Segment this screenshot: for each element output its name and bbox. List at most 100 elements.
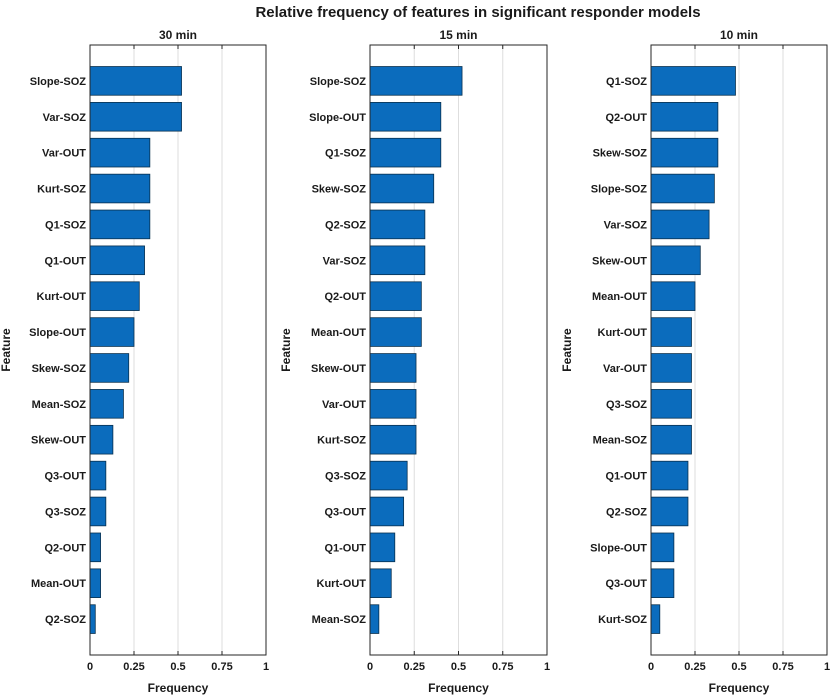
y-tick-label: Q1-SOZ	[45, 219, 86, 231]
bar	[369, 281, 422, 311]
bar	[650, 496, 689, 527]
y-tick-label: Q2-SOZ	[325, 219, 366, 231]
x-tick-label: 0.5	[170, 661, 185, 673]
bar	[650, 568, 675, 598]
bar	[89, 66, 182, 96]
y-tick-label: Kurt-SOZ	[317, 435, 366, 447]
y-tick-label: Q3-SOZ	[325, 471, 366, 483]
chart-panel-2: Slope-SOZ Slope-OUT Q1-SOZ Skew-SOZ Q2-SOZ Va…	[279, 28, 550, 695]
y-tick-label: Q3-OUT	[44, 471, 86, 483]
bar	[369, 353, 417, 383]
panel-title: 10 min	[720, 28, 758, 42]
y-axis-label: Feature	[560, 328, 574, 372]
bar	[369, 137, 442, 168]
y-tick-label: Q1-OUT	[44, 255, 86, 267]
y-tick-label: Kurt-OUT	[37, 291, 87, 303]
x-tick-label: 0.25	[404, 661, 425, 673]
y-tick-label: Skew-OUT	[592, 255, 647, 267]
y-tick-label: Mean-OUT	[592, 291, 647, 303]
y-tick-label: Skew-SOZ	[593, 148, 648, 160]
bar	[650, 389, 692, 419]
bar	[369, 568, 392, 598]
bar	[369, 209, 426, 240]
chart-panel-1: Slope-SOZ Var-SOZ Var-OUT Kurt-SOZ Q1-SOZ Q1-…	[0, 28, 269, 695]
y-tick-label: Skew-SOZ	[32, 363, 87, 375]
bar	[89, 424, 114, 455]
bar	[89, 317, 135, 347]
bar	[650, 173, 715, 204]
bar	[369, 173, 435, 204]
bar	[650, 317, 692, 347]
x-tick-label: 0.25	[684, 661, 705, 673]
x-tick-label: 0	[648, 661, 654, 673]
bar	[650, 137, 719, 168]
bar	[89, 604, 96, 634]
bar	[650, 353, 692, 383]
y-tick-label: Q3-SOZ	[45, 506, 86, 518]
y-tick-label: Mean-SOZ	[312, 614, 367, 626]
x-tick-label: 0.75	[492, 661, 513, 673]
bar	[369, 424, 417, 455]
y-axis-label: Feature	[0, 328, 13, 372]
y-tick-label: Mean-OUT	[31, 578, 86, 590]
x-axis-label: Frequency	[148, 681, 209, 695]
y-axis-label: Feature	[279, 328, 293, 372]
y-tick-label: Q1-SOZ	[325, 148, 366, 160]
bar	[369, 102, 442, 132]
y-tick-label: Mean-SOZ	[593, 435, 648, 447]
bar	[89, 460, 107, 491]
bar	[369, 532, 396, 563]
panel-title: 15 min	[439, 28, 477, 42]
y-tick-label: Var-OUT	[322, 399, 366, 411]
y-tick-label: Var-OUT	[603, 363, 647, 375]
y-tick-label: Skew-OUT	[31, 435, 86, 447]
bar	[650, 102, 719, 132]
bar	[650, 66, 736, 96]
y-tick-label: Q1-SOZ	[606, 76, 647, 88]
x-tick-label: 1	[544, 661, 550, 673]
y-tick-label: Mean-OUT	[311, 327, 366, 339]
y-tick-label: Var-SOZ	[604, 219, 648, 231]
bar	[650, 245, 701, 276]
figure-title: Relative frequency of features in signif…	[255, 4, 700, 21]
bar	[369, 317, 422, 347]
y-tick-label: Q2-OUT	[324, 291, 366, 303]
y-tick-label: Skew-SOZ	[312, 184, 367, 196]
bar	[369, 496, 405, 527]
y-tick-label: Skew-OUT	[311, 363, 366, 375]
x-axis-label: Frequency	[709, 681, 770, 695]
x-tick-label: 0.75	[772, 661, 793, 673]
y-tick-label: Slope-OUT	[590, 542, 647, 554]
y-tick-label: Q2-OUT	[605, 112, 647, 124]
y-tick-label: Slope-OUT	[309, 112, 366, 124]
x-tick-label: 1	[263, 661, 269, 673]
bar	[650, 460, 689, 491]
bar	[650, 424, 692, 455]
y-tick-label: Q3-SOZ	[606, 399, 647, 411]
y-tick-label: Q3-OUT	[605, 578, 647, 590]
x-axis-label: Frequency	[428, 681, 489, 695]
bar	[89, 209, 151, 240]
y-tick-label: Kurt-SOZ	[37, 184, 86, 196]
bar	[369, 245, 426, 276]
bar	[89, 353, 130, 383]
y-tick-label: Kurt-SOZ	[598, 614, 647, 626]
bar	[89, 102, 182, 132]
y-tick-label: Var-SOZ	[43, 112, 87, 124]
bar	[89, 245, 145, 276]
bar	[369, 389, 417, 419]
x-tick-label: 0.5	[731, 661, 746, 673]
y-tick-label: Slope-SOZ	[591, 184, 648, 196]
bar	[650, 209, 710, 240]
chart-panel-3: Q1-SOZ Q2-OUT Skew-SOZ Slope-SOZ Var-SOZ Skew…	[560, 28, 830, 695]
bar	[369, 460, 408, 491]
panel-title: 30 min	[159, 28, 197, 42]
bar	[369, 66, 463, 96]
x-tick-label: 0.25	[123, 661, 144, 673]
bar	[89, 281, 140, 311]
y-tick-label: Q2-OUT	[44, 542, 86, 554]
bar	[89, 496, 107, 527]
bar	[89, 568, 101, 598]
y-tick-label: Q2-SOZ	[45, 614, 86, 626]
